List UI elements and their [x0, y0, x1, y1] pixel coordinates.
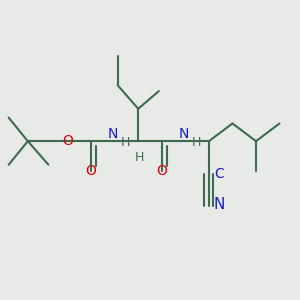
Text: H: H	[121, 136, 130, 149]
Text: H: H	[192, 136, 201, 149]
Text: O: O	[156, 164, 167, 178]
Text: N: N	[108, 127, 119, 141]
Text: O: O	[62, 134, 73, 148]
Text: N: N	[214, 197, 225, 212]
Text: H: H	[135, 151, 144, 164]
Text: N: N	[179, 127, 189, 141]
Text: C: C	[214, 167, 224, 181]
Text: O: O	[86, 164, 97, 178]
